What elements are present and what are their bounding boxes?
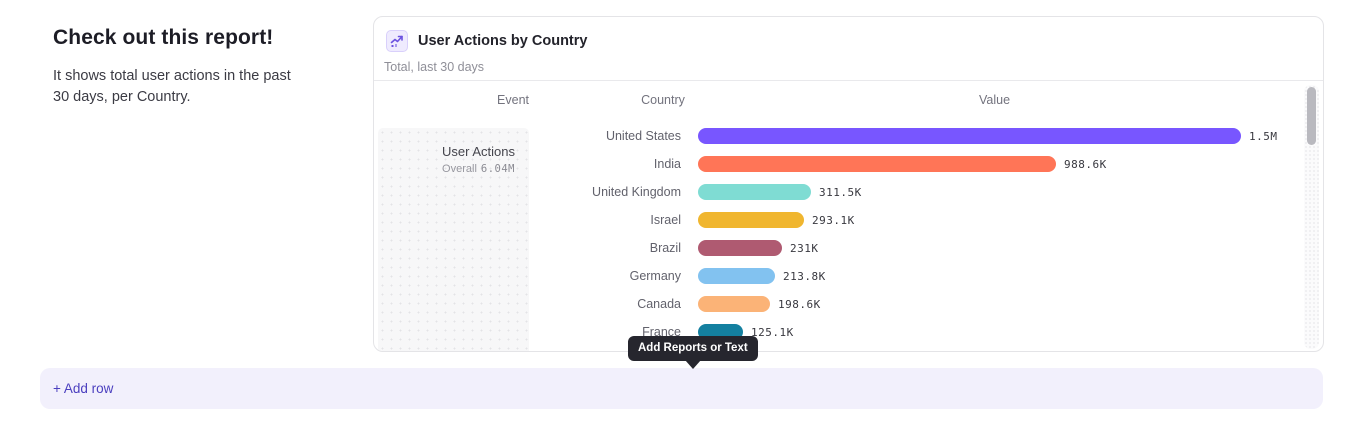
country-label: Germany: [629, 269, 681, 283]
tooltip-label: Add Reports or Text: [638, 342, 748, 354]
value-bar[interactable]: [698, 184, 811, 200]
bar-wrap: 125.1K: [681, 324, 1299, 340]
report-subtitle: Total, last 30 days: [384, 60, 485, 74]
page-heading: Check out this report!: [53, 26, 274, 49]
event-cell[interactable]: User Actions Overall 6.04M: [378, 128, 529, 351]
add-row-button[interactable]: + Add row: [40, 368, 1323, 409]
intro-panel: Check out this report! It shows total us…: [53, 26, 303, 108]
event-name: User Actions: [442, 144, 515, 159]
overall-label: Overall: [442, 163, 477, 175]
value-bar[interactable]: [698, 240, 782, 256]
line-chart-icon: [386, 30, 408, 52]
column-header-country: Country: [641, 93, 685, 107]
page-description: It shows total user actions in the past …: [53, 68, 291, 105]
bar-wrap: 213.8K: [681, 268, 1299, 284]
add-reports-tooltip: Add Reports or Text: [628, 336, 758, 369]
value-label: 988.6K: [1064, 157, 1107, 171]
value-label: 198.6K: [778, 297, 821, 311]
country-label: United States: [605, 129, 681, 143]
report-card-header: User Actions by Country Total, last 30 d…: [374, 17, 1323, 81]
value-bar[interactable]: [698, 212, 804, 228]
country-label: India: [653, 157, 681, 171]
value-label: 231K: [790, 241, 819, 255]
scrollbar-thumb[interactable]: [1307, 87, 1316, 145]
bar-wrap: 231K: [681, 240, 1299, 256]
bar-wrap: 311.5K: [681, 184, 1299, 200]
bar-wrap: 293.1K: [681, 212, 1299, 228]
chart-row: Germany 213.8K: [374, 262, 1299, 290]
report-card[interactable]: User Actions by Country Total, last 30 d…: [373, 16, 1324, 352]
value-bar[interactable]: [698, 156, 1056, 172]
country-label: Brazil: [649, 241, 681, 255]
chart-row: Israel 293.1K: [374, 206, 1299, 234]
country-label: France: [642, 325, 681, 339]
bar-wrap: 198.6K: [681, 296, 1299, 312]
report-title: User Actions by Country: [418, 33, 588, 49]
chart-row: Brazil 231K: [374, 234, 1299, 262]
overall-value: 6.04M: [480, 163, 515, 175]
scrollbar-track[interactable]: [1304, 85, 1319, 349]
add-row-label: + Add row: [53, 381, 114, 396]
value-label: 213.8K: [783, 269, 826, 283]
chart-row: United States 1.5M: [374, 122, 1299, 150]
value-label: 1.5M: [1249, 129, 1278, 143]
chart-row: India 988.6K: [374, 150, 1299, 178]
country-label: United Kingdom: [592, 185, 681, 199]
value-label: 311.5K: [819, 185, 862, 199]
bar-chart: Event Country Value User Actions Overall…: [374, 81, 1323, 351]
column-header-value: Value: [979, 93, 1011, 107]
chart-row: Canada 198.6K: [374, 290, 1299, 318]
value-bar[interactable]: [698, 296, 770, 312]
value-label: 293.1K: [812, 213, 855, 227]
tooltip-arrow-icon: [684, 360, 701, 369]
chart-row: France 125.1K: [374, 318, 1299, 346]
bar-wrap: 988.6K: [681, 156, 1299, 172]
chart-rows: United States 1.5M India 988.6K United Kingd…: [374, 122, 1299, 346]
value-label: 125.1K: [751, 325, 794, 339]
value-bar[interactable]: [698, 268, 775, 284]
bar-wrap: 1.5M: [681, 128, 1299, 144]
event-overall: Overall 6.04M: [378, 163, 515, 175]
country-label: Israel: [650, 213, 681, 227]
country-label: Canada: [637, 297, 681, 311]
column-header-event: Event: [497, 93, 529, 107]
chart-row: United Kingdom 311.5K: [374, 178, 1299, 206]
value-bar[interactable]: [698, 128, 1241, 144]
